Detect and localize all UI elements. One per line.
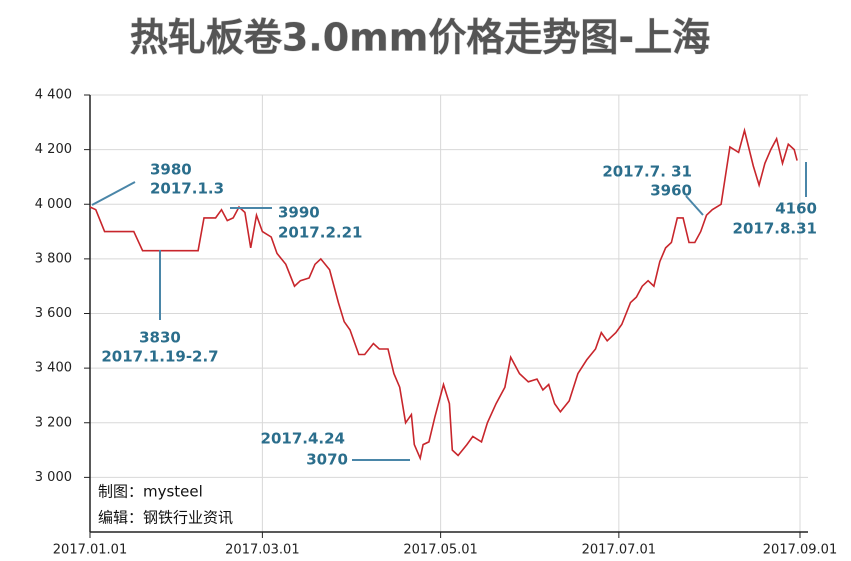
- annotation: 3070: [306, 451, 348, 469]
- y-tick-label: 3 200: [35, 415, 72, 430]
- annotation: 2017.1.19-2.7: [101, 348, 218, 366]
- x-tick-label: 2017.09.01: [763, 543, 837, 558]
- x-tick-label: 2017.01.01: [53, 543, 127, 558]
- annotation: 2017.1.3: [150, 180, 224, 198]
- annotation: 3990: [278, 204, 320, 222]
- note: 制图：mysteel: [98, 483, 203, 501]
- annotation: 3980: [150, 161, 192, 179]
- y-tick-label: 3 800: [35, 251, 72, 266]
- y-tick-label: 4 000: [35, 197, 72, 212]
- annotation: 3960: [650, 182, 692, 200]
- y-tick-label: 3 600: [35, 306, 72, 321]
- annotation-line: [685, 195, 704, 216]
- annotation: 2017.2.21: [278, 224, 362, 242]
- annotation-line: [91, 181, 136, 206]
- y-tick-label: 3 400: [35, 361, 72, 376]
- price-line: [89, 127, 798, 461]
- annotation: 2017.7. 31: [602, 163, 692, 181]
- x-tick-label: 2017.07.01: [582, 543, 656, 558]
- y-tick-label: 3 000: [35, 470, 72, 485]
- annotation: 2017.4.24: [261, 430, 345, 448]
- annotation: 4160: [775, 200, 817, 218]
- note: 编辑：钢铁行业资讯: [98, 509, 233, 527]
- chart-title: 热轧板卷3.0mm价格走势图-上海: [130, 16, 710, 60]
- y-tick-label: 4 200: [35, 142, 72, 157]
- x-tick-label: 2017.03.01: [225, 543, 299, 558]
- annotation: 2017.8.31: [733, 220, 817, 238]
- annotation: 3830: [139, 329, 181, 347]
- x-tick-label: 2017.05.01: [403, 543, 477, 558]
- y-tick-label: 4 400: [35, 88, 72, 103]
